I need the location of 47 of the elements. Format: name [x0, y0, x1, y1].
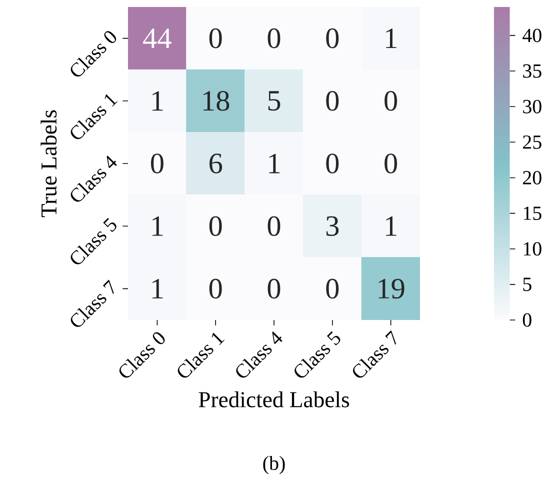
y-tick-label: Class 4	[70, 156, 117, 202]
x-tick-label: Class 4	[236, 331, 282, 378]
data-label: 1	[152, 91, 163, 111]
data-label: 0	[326, 278, 339, 299]
color-bar-label: 5	[523, 278, 532, 292]
color-bar-label: 30	[523, 100, 542, 114]
data-label: 0	[384, 154, 398, 174]
data-label: 1	[152, 216, 163, 236]
data-label: 0	[268, 216, 280, 236]
x-tick-label: Class 1	[178, 332, 225, 378]
text: (b)	[263, 456, 285, 474]
color-bar-label: 0	[522, 313, 532, 327]
color-bar-label: 35	[523, 64, 542, 78]
y-tick-label: Class 5	[70, 218, 116, 264]
data-label: 0	[209, 28, 222, 48]
x-tick-label: Class 7	[353, 330, 396, 378]
x-tick-label: Class 0	[119, 332, 165, 378]
x-axis-title: Predicted Labels	[198, 391, 350, 408]
data-label: 3	[326, 216, 339, 236]
data-label: 44	[143, 28, 172, 48]
y-tick-label: Class 7	[70, 280, 114, 327]
data-label: 1	[152, 279, 163, 298]
color-bar-label: 15	[524, 206, 542, 220]
data-label: 18	[204, 91, 230, 111]
data-label: 0	[384, 91, 398, 111]
data-label: 1	[386, 28, 396, 48]
data-label: 5	[268, 91, 280, 111]
x-tick-label: Class 5	[294, 331, 340, 378]
data-label: 0	[268, 28, 280, 48]
data-label: 19	[378, 278, 404, 299]
data-label: 0	[268, 278, 280, 299]
data-label: 1	[269, 154, 280, 174]
color-bar-label: 10	[524, 242, 542, 256]
data-label: 0	[209, 216, 222, 236]
data-label: 0	[209, 278, 222, 299]
data-label: 0	[326, 154, 339, 174]
data-label: 0	[326, 28, 339, 48]
y-axis-title: True Labels	[40, 110, 57, 218]
data-label: 6	[210, 154, 222, 174]
y-tick-label: Class 1	[70, 94, 118, 140]
y-tick-label: Class 0	[70, 31, 116, 76]
data-label: 1	[386, 216, 396, 236]
color-bar-label: 25	[523, 135, 542, 149]
data-label: 0	[326, 91, 339, 111]
color-bar-label: 40	[522, 28, 542, 42]
color-bar-label: 20	[523, 170, 542, 184]
data-label: 0	[150, 154, 164, 174]
